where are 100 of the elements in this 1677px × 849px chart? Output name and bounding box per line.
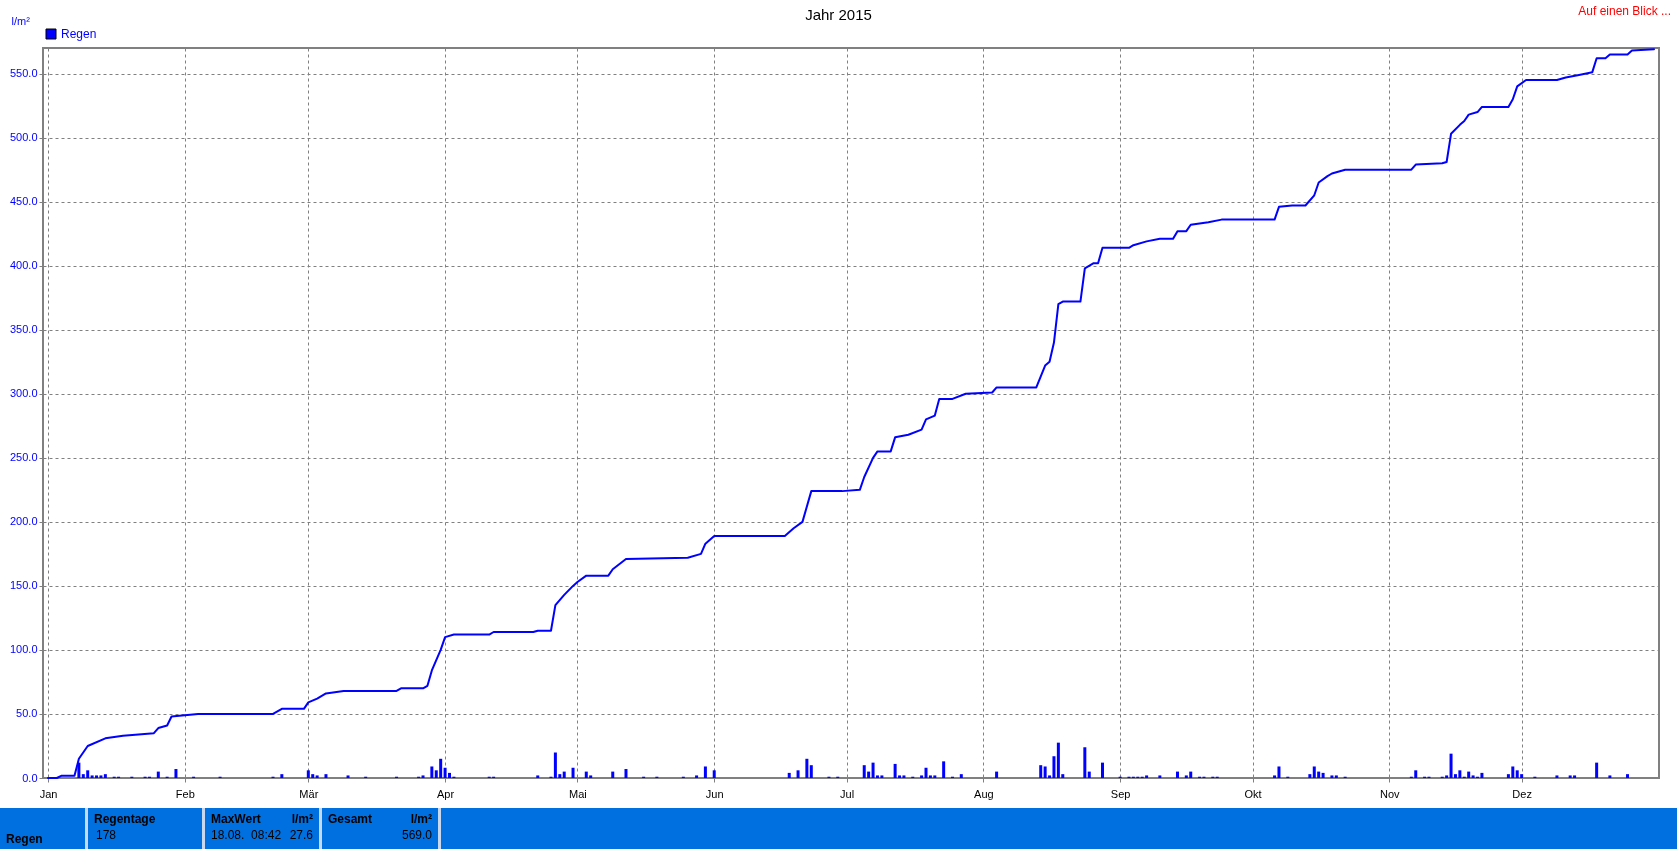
y-tick-label: 350.0: [9, 323, 38, 336]
x-tick-label: Aug: [974, 787, 994, 800]
y-tick-label: 150.0: [9, 579, 38, 592]
bar: [809, 765, 813, 778]
bar: [1568, 775, 1572, 778]
bar: [959, 774, 963, 778]
y-tick-label: 500.0: [9, 131, 38, 144]
bar: [1334, 775, 1338, 778]
y-tick-label: 400.0: [9, 259, 38, 272]
bar: [103, 774, 107, 778]
bar: [324, 774, 328, 778]
bar: [430, 766, 434, 778]
bar: [924, 767, 928, 778]
bar: [1189, 771, 1193, 778]
bar: [1145, 775, 1149, 778]
bar: [571, 767, 575, 778]
x-tick-label: Feb: [175, 787, 195, 800]
y-tick-label: 450.0: [9, 195, 38, 208]
bar: [1158, 775, 1162, 778]
bar: [156, 771, 160, 778]
bar: [86, 770, 90, 778]
bar: [902, 775, 906, 778]
bar: [1520, 774, 1524, 778]
bar: [933, 775, 937, 778]
bar: [1321, 772, 1325, 778]
bar: [1056, 742, 1060, 778]
bar: [787, 772, 791, 778]
bar: [880, 775, 884, 778]
bar: [611, 771, 615, 778]
bar: [1449, 753, 1453, 778]
bar: [1471, 775, 1475, 778]
bar: [562, 771, 566, 778]
bar: [893, 763, 897, 778]
bar: [703, 766, 707, 778]
bar: [439, 758, 443, 778]
bar: [536, 775, 540, 778]
bar: [553, 752, 557, 778]
bar: [1100, 762, 1104, 778]
bar: [90, 775, 94, 778]
bar: [311, 774, 315, 778]
bar: [306, 770, 310, 778]
bar: [1626, 774, 1630, 778]
bar: [1087, 771, 1091, 778]
y-tick-label: 100.0: [9, 643, 38, 656]
bar: [346, 775, 350, 778]
bar: [421, 775, 425, 778]
bar: [1308, 774, 1312, 778]
bar: [584, 771, 588, 778]
bar: [1175, 771, 1179, 778]
y-tick-label: 200.0: [9, 515, 38, 528]
bar: [315, 775, 319, 778]
x-tick-label: Mär: [299, 787, 319, 800]
bar: [1043, 766, 1047, 778]
bar: [712, 770, 716, 778]
bar: [95, 775, 99, 778]
x-tick-label: Dez: [1512, 787, 1532, 800]
bar: [1330, 775, 1334, 778]
y-tick-label: 50.0: [16, 707, 38, 720]
bar: [1515, 770, 1519, 778]
bar: [920, 775, 924, 778]
bar: [1277, 766, 1281, 778]
y-tick-label: 550.0: [9, 67, 38, 80]
bar: [871, 762, 875, 778]
bar: [448, 772, 451, 778]
legend-label: Regen: [61, 27, 97, 41]
bar: [1039, 765, 1043, 778]
chart-title: Jahr 2015: [805, 6, 872, 23]
bar: [1480, 772, 1484, 778]
bar: [1608, 775, 1612, 778]
bar: [81, 774, 85, 778]
bar: [1595, 762, 1599, 778]
bar: [1511, 766, 1515, 778]
x-tick-label: Sep: [1110, 787, 1131, 800]
bar: [1458, 770, 1462, 778]
bar: [1467, 771, 1471, 778]
bar: [796, 770, 800, 778]
bar: [995, 771, 999, 778]
y-tick-label: 0.0: [22, 771, 38, 784]
info-panel: Regen Regentage 178 MaxWert l/m² 18.08. 08:42 27.6 Gesamt l/m² 569.0: [0, 808, 1677, 849]
bar: [1083, 747, 1087, 778]
bar: [1312, 766, 1316, 778]
x-tick-label: Jun: [705, 787, 724, 800]
bar: [624, 769, 628, 778]
line-series: [47, 48, 1655, 779]
bar: [695, 775, 699, 778]
x-tick-label: Jan: [39, 787, 58, 800]
bar: [942, 761, 946, 778]
x-tick-label: Okt: [1244, 787, 1262, 800]
bar: [1573, 775, 1577, 778]
bar: [280, 774, 284, 778]
y-tick-label: 250.0: [9, 451, 38, 464]
bar: [862, 765, 866, 778]
text: Auf einen Blick ...: [1578, 4, 1671, 18]
y-axis-title: l/m²: [11, 14, 31, 27]
x-tick-label: Jul: [840, 787, 855, 800]
bar: [99, 775, 103, 778]
bar: [589, 775, 593, 778]
bar: [1052, 756, 1056, 778]
bar: [1555, 775, 1559, 778]
x-tick-label: Nov: [1379, 787, 1401, 800]
